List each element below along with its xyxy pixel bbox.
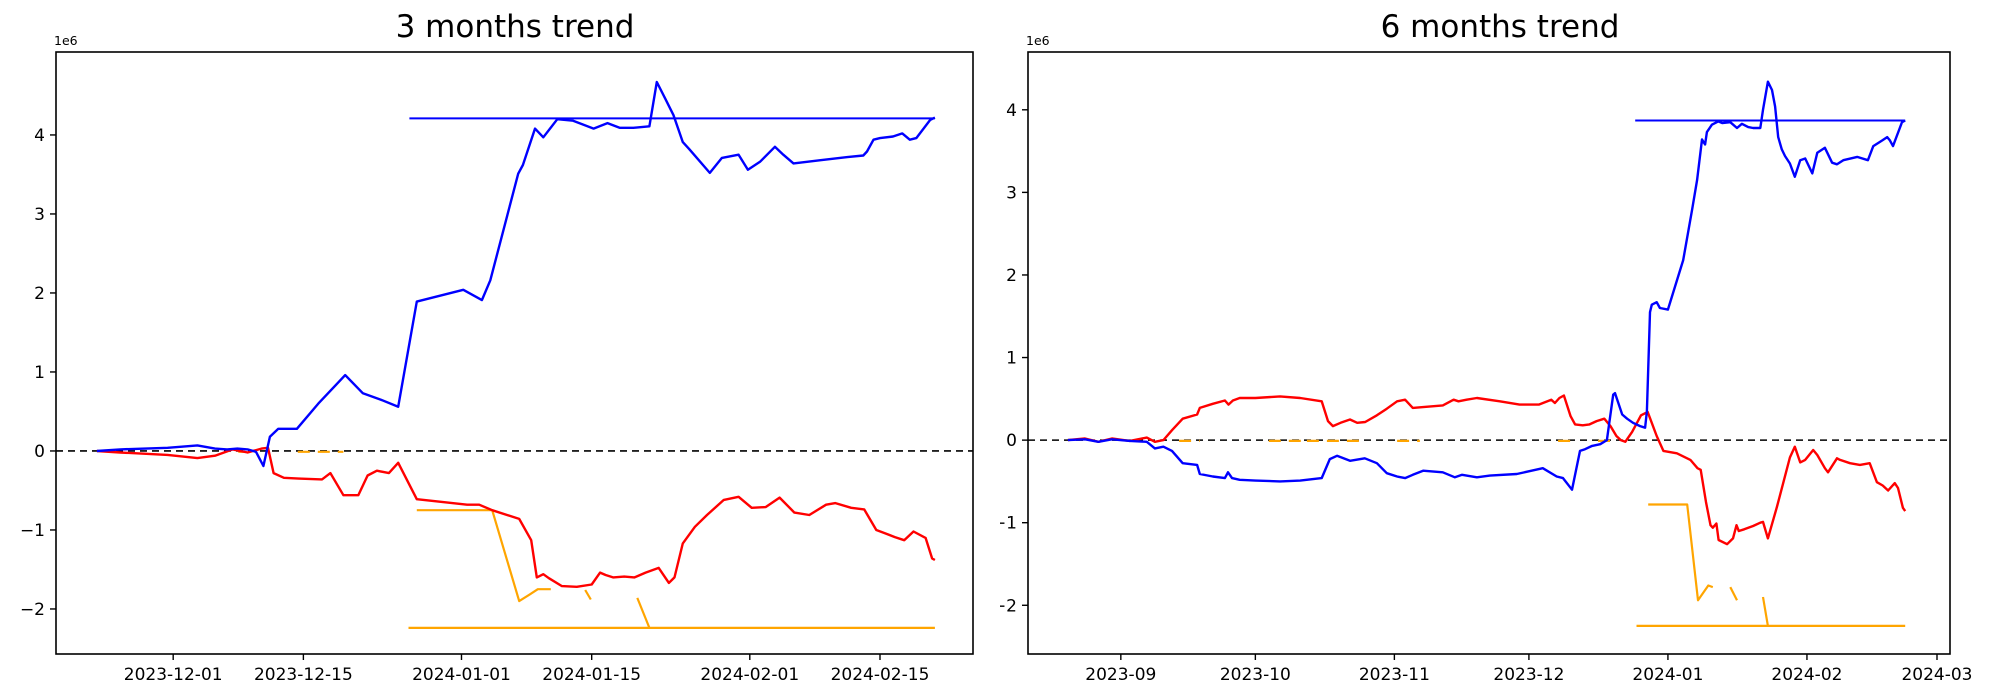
series-running-drawdown-min-steps [1761, 596, 1769, 627]
x-tick-label: 2024-02-01 [700, 665, 799, 685]
series-running-drawdown-min-steps [1729, 586, 1738, 601]
y-tick-label: 2 [34, 284, 45, 304]
plot-border [55, 51, 974, 655]
y-tick-label: −2 [20, 600, 45, 620]
series-running-drawdown-min-steps [636, 597, 651, 629]
y-tick-label: 0 [1006, 431, 1017, 451]
y-tick-label: −1 [20, 521, 45, 541]
x-tick-label: 2024-01-01 [412, 665, 511, 685]
x-tick-label: 2023-12 [1493, 665, 1564, 685]
x-tick-label: 2023-12-01 [124, 665, 223, 685]
left-chart-canvas: 2023-12-01 2023-12-15 2024-01-01 2024-01-15… [20, 33, 974, 685]
y-tick-label: −1 [1000, 514, 1017, 534]
y-tick-label: 4 [1006, 101, 1017, 121]
y-tick-label: −2 [1000, 596, 1017, 616]
x-tick-label: 2023-11 [1359, 665, 1430, 685]
right-chart-6-months: 6 months trend 2023-09 2023-10 2023-11 2023… [1000, 0, 2000, 700]
x-tick-label: 2024-02-15 [831, 665, 930, 685]
x-tick-label: 2023-10 [1220, 665, 1291, 685]
chart-title: 6 months trend [1380, 9, 1620, 45]
y-tick-label: 3 [34, 205, 45, 225]
plot-border [1027, 51, 1951, 655]
x-tick-label: 2023-09 [1085, 665, 1156, 685]
series-cumulative-gain [1067, 80, 1906, 491]
y-axis-offset-label: 1e6 [54, 33, 78, 48]
x-tick-label: 2023-12-15 [254, 665, 353, 685]
series-running-drawdown-min-steps [416, 509, 551, 603]
right-chart-canvas: 2023-09 2023-10 2023-11 2023-12 2024-01 2024-… [1000, 33, 1973, 685]
series-running-drawdown-min-steps [584, 589, 592, 601]
y-axis-offset-label: 1e6 [1026, 33, 1050, 48]
x-tick-label: 2024-01 [1632, 665, 1703, 685]
y-tick-label: 2 [1006, 266, 1017, 286]
y-tick-label: 0 [34, 442, 45, 462]
left-chart-3-months: 3 months trend 2023-12-01 2023-12-15 2024-… [20, 9, 974, 685]
series-drawdown [1067, 394, 1907, 546]
y-tick-label: 3 [1006, 183, 1017, 203]
series-drawdown [96, 446, 936, 588]
y-tick-label: 4 [34, 126, 45, 146]
y-tick-label: 1 [34, 363, 45, 383]
x-tick-label: 2024-02 [1771, 665, 1842, 685]
series-cumulative-gain [96, 80, 936, 468]
series-running-drawdown-min-steps [1648, 503, 1714, 602]
chart-title: 3 months trend [395, 9, 635, 45]
y-tick-label: 1 [1006, 349, 1017, 369]
x-tick-label: 2024-03 [1901, 665, 1972, 685]
x-tick-label: 2024-01-15 [542, 665, 641, 685]
